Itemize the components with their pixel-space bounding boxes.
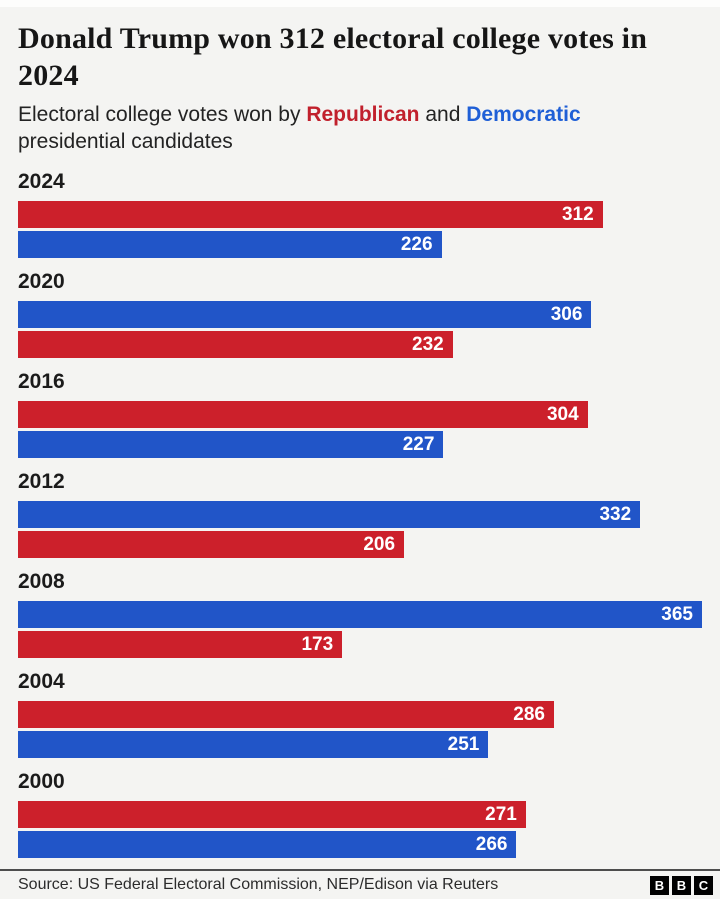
republican-bar: 312 (18, 201, 603, 228)
republican-legend-word: Republican (306, 103, 420, 126)
bar-value-label: 206 (363, 533, 396, 555)
bar-value-label: 365 (661, 603, 693, 625)
bar-value-label: 266 (475, 833, 508, 855)
bar-value-label: 227 (402, 433, 435, 455)
republican-bar: 232 (18, 331, 453, 358)
bbc-logo-block: B (672, 875, 691, 895)
year-label: 2008 (18, 570, 65, 593)
bar-value-label: 251 (447, 733, 480, 755)
source-text: Source: US Federal Electoral Commission,… (18, 876, 499, 893)
bar-value-label: 306 (550, 303, 583, 325)
democratic-bar: 226 (18, 231, 442, 258)
year-label: 2024 (18, 170, 65, 193)
democratic-bar: 227 (18, 431, 444, 458)
year-group-2024: 2024 312 226 (18, 162, 702, 262)
bar-value-label: 304 (546, 403, 579, 425)
bar-value-label: 286 (513, 703, 545, 725)
year-label: 2004 (18, 670, 65, 693)
footer: Source: US Federal Electoral Commission,… (0, 869, 720, 899)
democratic-bar: 332 (18, 501, 641, 528)
year-label: 2000 (18, 770, 65, 793)
chart-subtitle: Electoral college votes won by Republica… (18, 101, 668, 155)
year-group-2020: 2020 306 232 (18, 262, 702, 362)
chart-header: Donald Trump won 312 electoral college v… (0, 7, 720, 162)
democratic-legend-word: Democratic (466, 103, 581, 126)
bar-value-label: 332 (599, 503, 632, 525)
year-group-2008: 2008 365 173 (18, 562, 702, 662)
republican-bar: 173 (18, 631, 343, 658)
bar-value-label: 232 (412, 333, 444, 355)
democratic-bar: 365 (18, 601, 702, 628)
year-group-2012: 2012 332 206 (18, 462, 702, 562)
democratic-bar: 251 (18, 731, 489, 758)
year-label: 2016 (18, 370, 65, 393)
chart-title: Donald Trump won 312 electoral college v… (18, 22, 648, 92)
bar-value-label: 312 (561, 203, 594, 225)
subtitle-and: and (419, 103, 467, 126)
democratic-bar: 266 (18, 831, 517, 858)
bar-value-label: 226 (400, 233, 433, 255)
year-group-2004: 2004 286 251 (18, 662, 702, 762)
top-white-strip (0, 0, 720, 7)
year-group-2000: 2000 271 266 (18, 762, 702, 862)
subtitle-suffix: presidential candidates (18, 130, 233, 153)
bar-value-label: 271 (485, 803, 517, 825)
subtitle-prefix: Electoral college votes won by (18, 103, 307, 126)
republican-bar: 271 (18, 801, 526, 828)
year-label: 2020 (18, 270, 65, 293)
bar-value-label: 173 (301, 633, 334, 655)
democratic-bar: 306 (18, 301, 592, 328)
year-group-2016: 2016 304 227 (18, 362, 702, 462)
year-label: 2012 (18, 470, 65, 493)
bar-chart: 2024 312 226 2020 306 232 2016 304 227 2012 332 206… (0, 162, 720, 862)
republican-bar: 304 (18, 401, 588, 428)
bbc-logo-block: B (650, 875, 669, 895)
republican-bar: 206 (18, 531, 405, 558)
republican-bar: 286 (18, 701, 554, 728)
bbc-logo-block: C (694, 875, 713, 895)
